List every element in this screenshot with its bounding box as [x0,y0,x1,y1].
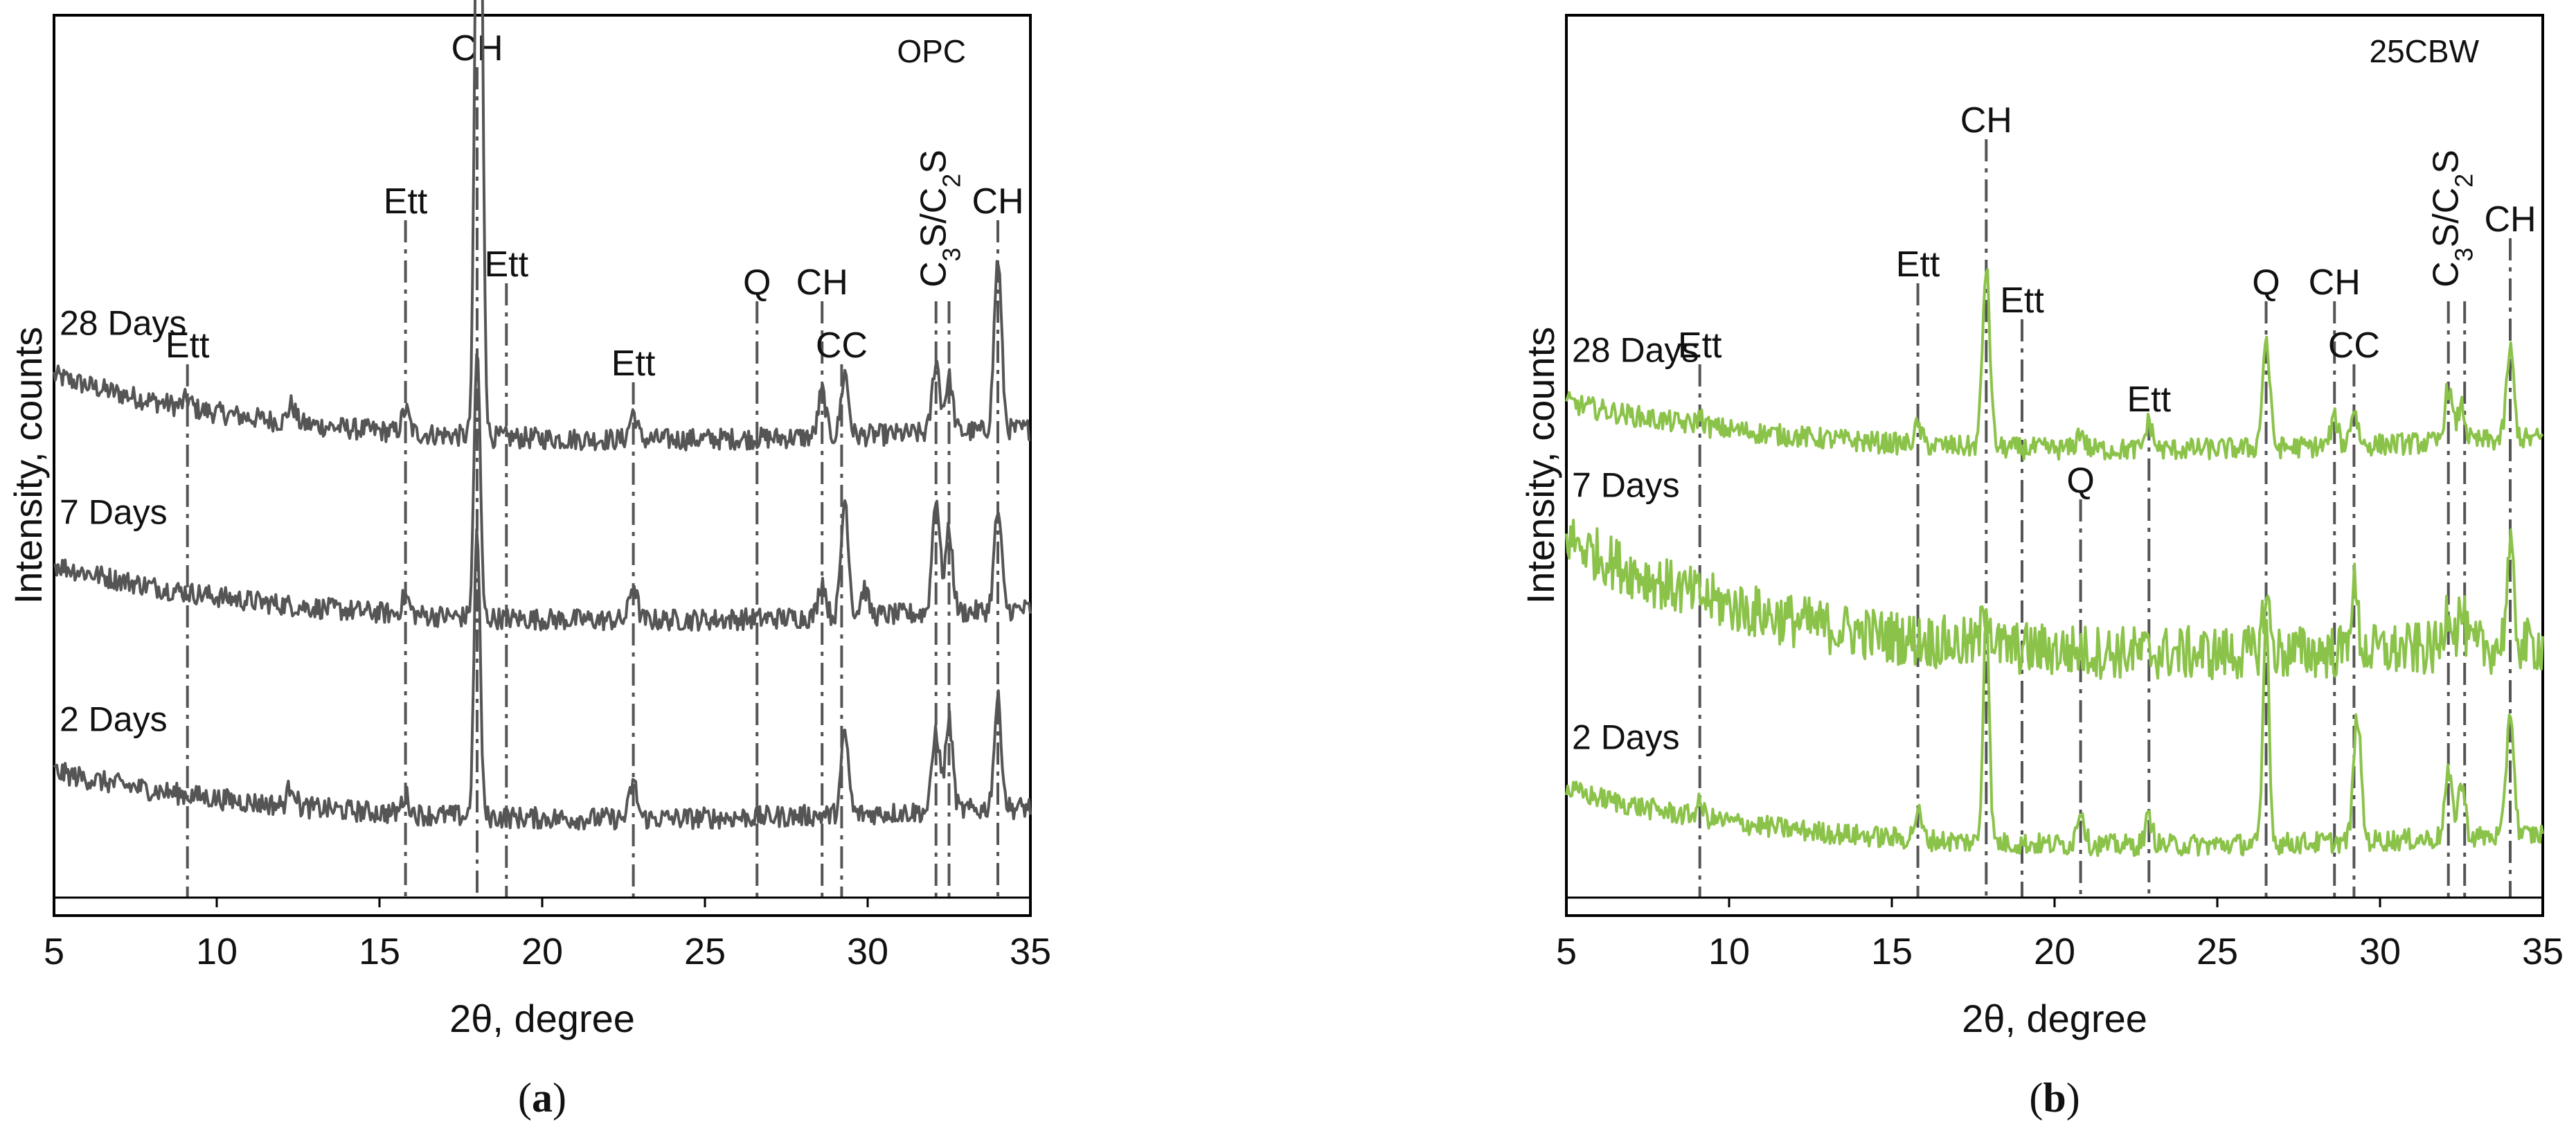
peak-label: Ett [1896,244,1940,285]
peak-label: Ett [384,181,428,222]
x-tick-label: 10 [196,931,238,972]
series-label: 2 Days [60,700,168,739]
peak-label: Q [2066,461,2094,501]
series-label: 7 Days [1572,466,1680,505]
x-tick-label: 20 [2034,931,2075,972]
x-tick-label: 25 [2197,931,2238,972]
x-axis: 5 10 15 20 25 30 35 [1556,896,2564,972]
x-tick-label: 15 [359,931,400,972]
series-line [1565,519,2544,681]
x-tick-label: 35 [2522,931,2564,972]
x-tick-label: 30 [2359,931,2401,972]
peak-label: Q [743,262,771,303]
peak-label: CH [2309,262,2361,303]
caption-letter: b [2043,1075,2066,1121]
plot-frame [1565,14,2544,917]
peak-label: CH [451,28,503,69]
x-tick-label: 5 [44,931,64,972]
series-group: 28 Days 7 Days 2 Days [53,0,1032,831]
peak-label: Ett [2000,280,2044,321]
series-line [53,528,1032,831]
peak-label: Ett [2127,380,2172,420]
peak-label: CC [816,326,868,366]
series-label: 2 Days [1572,718,1680,757]
x-tick-label: 5 [1556,931,1577,972]
series-label: 28 Days [60,304,186,343]
panel-caption: (b) [2029,1075,2079,1121]
plot-frame [53,14,1032,917]
series-line [1565,617,2544,857]
series-group: 28 Days 7 Days 2 Days [1565,268,2544,857]
series-line [53,0,1031,452]
peak-label: Ett [485,244,529,285]
peak-label: Ett [1678,326,1722,366]
panel-label: OPC [897,33,966,69]
x-tick-label: 15 [1871,931,1913,972]
x-tick-label: 25 [684,931,726,972]
peak-label: CH [1960,100,2012,141]
peak-label: Ett [166,326,210,366]
series-line [54,353,1032,632]
peak-label: C3S/C2S [2426,150,2478,287]
x-tick-label: 35 [1010,931,1051,972]
peak-label: Q [2252,262,2280,303]
peak-label: CH [796,262,848,303]
peak-label: Ett [611,344,656,384]
panel-label: 25CBW [2370,33,2480,69]
peak-label: CH [972,181,1023,222]
series-label: 7 Days [60,493,168,532]
panel-caption: (a) [518,1075,566,1121]
series-line [1565,268,2544,461]
peak-label: CH [2484,199,2536,240]
series-label: 28 Days [1572,331,1699,370]
x-tick-label: 10 [1708,931,1750,972]
peak-label: CC [2328,326,2380,366]
y-axis-title: Intensity, counts [1519,327,1562,605]
x-axis-title: 2θ, degree [449,997,635,1040]
x-axis: 5 10 15 20 25 30 35 [44,896,1051,972]
peak-label: C3S/C2S [914,150,966,287]
y-axis-title: Intensity, counts [6,327,50,605]
x-tick-label: 30 [847,931,888,972]
x-axis-title: 2θ, degree [1962,997,2147,1040]
x-tick-label: 20 [521,931,563,972]
caption-letter: a [532,1075,553,1121]
